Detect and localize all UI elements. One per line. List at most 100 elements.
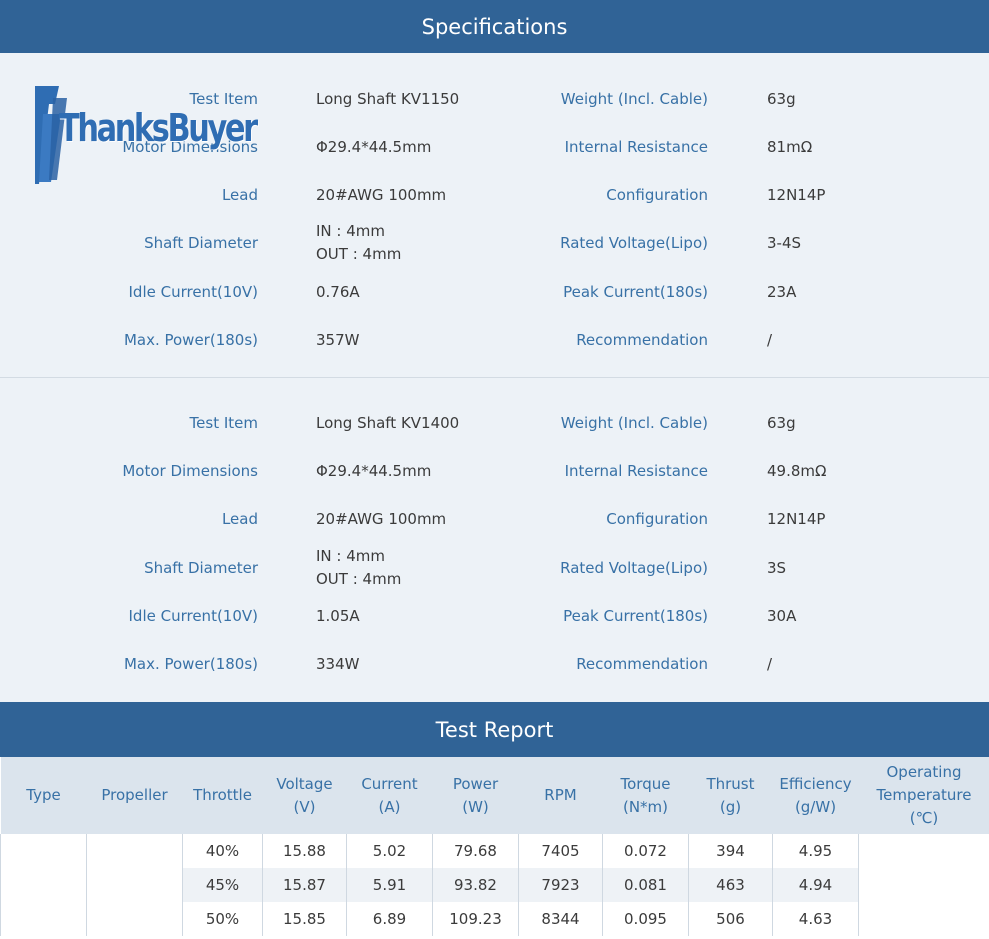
- cell-throttle: 45%: [182, 868, 263, 902]
- column-header-propeller: Propeller: [86, 757, 183, 834]
- spec-value: 0.76A: [316, 282, 360, 301]
- spec-value: 3S: [767, 558, 787, 577]
- column-header-power: Power (W): [432, 757, 519, 834]
- column-header-type: Type: [0, 757, 87, 834]
- column-header-operating-temperature: Operating Temperature (℃): [858, 757, 989, 834]
- panel-divider: [0, 377, 989, 378]
- spec-value: 81mΩ: [767, 137, 813, 156]
- spec-label: Configuration: [606, 185, 708, 204]
- spec-label: Lead: [221, 509, 258, 528]
- cell-torque: 0.081: [602, 868, 689, 902]
- brand-logo: ThanksBuyer: [33, 84, 258, 188]
- spec-label: Recommendation: [576, 654, 708, 673]
- spec-label: Test Item: [189, 89, 258, 108]
- spec-value: 63g: [767, 89, 796, 108]
- cell-rpm: 7923: [518, 868, 603, 902]
- cell-current: 6.89: [346, 902, 433, 936]
- spec-row: Lead 20#AWG 100mm Configuration 12N14P: [0, 495, 989, 543]
- spec-value: 30A: [767, 606, 797, 625]
- table-row: 50% 15.85 6.89 109.23 8344 0.095 506 4.6…: [1, 902, 989, 936]
- spec-value: Long Shaft KV1150: [316, 89, 460, 108]
- cell-efficiency: 4.94: [772, 868, 859, 902]
- spec-label: Weight (Incl. Cable): [560, 413, 708, 432]
- spec-label: Shaft Diameter: [144, 233, 258, 252]
- column-header-current: Current (A): [346, 757, 433, 834]
- spec-value-line: IN : 4mm: [316, 222, 386, 240]
- spec-value: 23A: [767, 282, 797, 301]
- cell-power: 79.68: [432, 834, 519, 868]
- spec-panel-kv1150: Test Item Long Shaft KV1150 Weight (Incl…: [0, 53, 989, 377]
- spec-value-line: OUT : 4mm: [316, 245, 402, 263]
- spec-value: 357W: [316, 330, 360, 349]
- spec-row: Test Item Long Shaft KV1150 Weight (Incl…: [0, 75, 989, 123]
- table-header-row: Type Propeller Throttle Voltage (V) Curre…: [0, 757, 989, 834]
- cell-thrust: 506: [688, 902, 773, 936]
- specifications-title: Specifications: [421, 14, 568, 39]
- column-header-torque: Torque (N*m): [602, 757, 689, 834]
- column-header-throttle: Throttle: [182, 757, 263, 834]
- spec-value: 20#AWG 100mm: [316, 509, 447, 528]
- test-report-title: Test Report: [435, 717, 554, 742]
- cell-type: [0, 834, 87, 936]
- spec-label: Rated Voltage(Lipo): [560, 233, 708, 252]
- cell-torque: 0.072: [602, 834, 689, 868]
- spec-row: Idle Current(10V) 0.76A Peak Current(180…: [0, 268, 989, 316]
- cell-voltage: 15.88: [262, 834, 347, 868]
- spec-value: 334W: [316, 654, 360, 673]
- spec-value-line: IN : 4mm: [316, 547, 386, 565]
- spec-label: Configuration: [606, 509, 708, 528]
- cell-thrust: 463: [688, 868, 773, 902]
- cell-throttle: 40%: [182, 834, 263, 868]
- spec-value: 49.8mΩ: [767, 461, 827, 480]
- spec-value: Φ29.4*44.5mm: [316, 461, 432, 480]
- spec-label: Peak Current(180s): [563, 282, 708, 301]
- cell-propeller: [86, 834, 183, 936]
- cell-rpm: 7405: [518, 834, 603, 868]
- spec-value: 63g: [767, 413, 796, 432]
- cell-voltage: 15.85: [262, 902, 347, 936]
- spec-value-line: OUT : 4mm: [316, 570, 402, 588]
- spec-label: Recommendation: [576, 330, 708, 349]
- test-report-table: Type Propeller Throttle Voltage (V) Curre…: [0, 757, 989, 936]
- spec-label: Weight (Incl. Cable): [560, 89, 708, 108]
- spec-label: Shaft Diameter: [144, 558, 258, 577]
- spec-row: Motor Dimensions Φ29.4*44.5mm Internal R…: [0, 447, 989, 495]
- spec-label: Internal Resistance: [564, 137, 708, 156]
- spec-row: Shaft Diameter IN : 4mm OUT : 4mm Rated …: [0, 544, 989, 592]
- spec-value: 1.05A: [316, 606, 360, 625]
- cell-rpm: 8344: [518, 902, 603, 936]
- spec-label: Motor Dimensions: [122, 137, 258, 156]
- spec-label: Rated Voltage(Lipo): [560, 558, 708, 577]
- spec-label: Idle Current(10V): [128, 606, 259, 625]
- spec-row: Idle Current(10V) 1.05A Peak Current(180…: [0, 592, 989, 640]
- spec-row: Shaft Diameter IN : 4mm OUT : 4mm Rated …: [0, 219, 989, 267]
- cell-current: 5.02: [346, 834, 433, 868]
- spec-value: 12N14P: [767, 185, 826, 204]
- column-header-efficiency: Efficiency (g/W): [772, 757, 859, 834]
- specifications-header: Specifications: [0, 0, 989, 53]
- column-header-voltage: Voltage (V): [262, 757, 347, 834]
- cell-power: 109.23: [432, 902, 519, 936]
- table-row: 40% 15.88 5.02 79.68 7405 0.072 394 4.95: [0, 834, 989, 936]
- spec-panel-kv1400: Test Item Long Shaft KV1400 Weight (Incl…: [0, 378, 989, 702]
- cell-current: 5.91: [346, 868, 433, 902]
- spec-value: /: [767, 654, 773, 673]
- cell-voltage: 15.87: [262, 868, 347, 902]
- spec-value: 12N14P: [767, 509, 826, 528]
- cell-efficiency: 4.95: [772, 834, 859, 868]
- spec-row: Lead 20#AWG 100mm Configuration 12N14P: [0, 171, 989, 219]
- cell-efficiency: 4.63: [772, 902, 859, 936]
- logo-text: ThanksBuyer: [59, 106, 258, 150]
- column-header-rpm: RPM: [518, 757, 603, 834]
- cell-thrust: 394: [688, 834, 773, 868]
- test-report-header: Test Report: [0, 702, 989, 757]
- table-row: 45% 15.87 5.91 93.82 7923 0.081 463 4.94: [1, 868, 989, 902]
- spec-label: Peak Current(180s): [563, 606, 708, 625]
- column-header-thrust: Thrust (g): [688, 757, 773, 834]
- spec-label: Max. Power(180s): [123, 654, 258, 673]
- spec-label: Motor Dimensions: [122, 461, 258, 480]
- cell-operating-temperature: [858, 834, 989, 936]
- spec-label: Test Item: [189, 413, 258, 432]
- spec-label: Internal Resistance: [564, 461, 708, 480]
- spec-label: Max. Power(180s): [123, 330, 258, 349]
